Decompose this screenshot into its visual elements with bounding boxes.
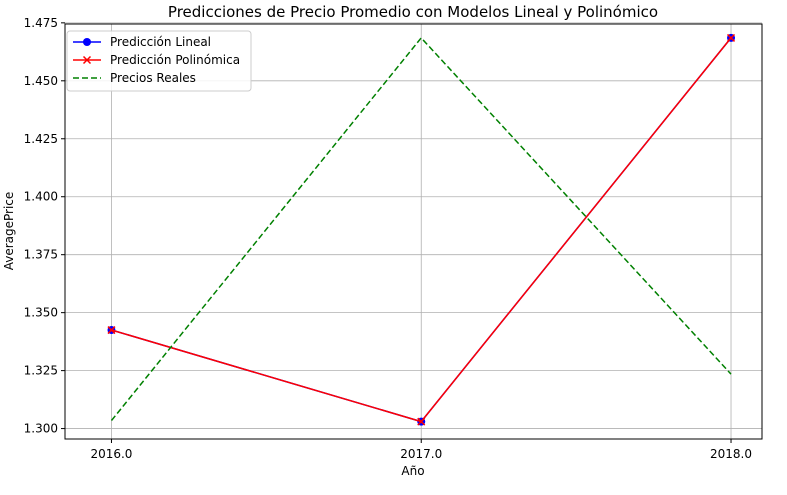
y-tick-label: 1.325 xyxy=(24,364,58,378)
data-point xyxy=(417,417,426,426)
y-tick-label: 1.450 xyxy=(24,74,58,88)
y-axis-label: AveragePrice xyxy=(2,192,16,271)
series-layer xyxy=(107,33,736,426)
legend-label: Predicción Lineal xyxy=(110,35,211,49)
y-ticks: 1.300 1.325 1.350 1.375 1.400 1.425 1.450 1.475 xyxy=(24,16,65,436)
legend-label: Predicción Polinómica xyxy=(110,53,240,67)
legend-marker xyxy=(82,55,92,65)
y-tick-label: 1.425 xyxy=(24,132,58,146)
legend-label: Precios Reales xyxy=(110,71,196,85)
x-tick-label: 2016.0 xyxy=(90,447,132,461)
y-tick-label: 1.300 xyxy=(24,422,58,436)
grid xyxy=(65,22,762,439)
x-tick-label: 2017.0 xyxy=(400,447,442,461)
data-point xyxy=(107,326,116,335)
legend-box xyxy=(66,30,252,92)
plot-frame xyxy=(64,23,763,440)
legend-marker xyxy=(83,38,91,46)
data-point xyxy=(726,33,736,42)
y-tick-label: 1.350 xyxy=(24,306,58,320)
series-line xyxy=(110,36,732,421)
legend-entry: Precios Reales xyxy=(73,71,196,85)
y-tick-label: 1.375 xyxy=(24,248,58,262)
y-tick-label: 1.400 xyxy=(24,190,58,204)
chart-title: Predicciones de Precio Promedio con Mode… xyxy=(168,3,658,21)
legend: Predicción Lineal Predicción Polinómica Pr… xyxy=(66,30,252,92)
x-tick-label: 2018.0 xyxy=(710,447,752,461)
legend-entry: Predicción Lineal xyxy=(73,35,211,49)
legend-entry: Predicción Polinómica xyxy=(73,53,240,67)
x-ticks: 2016.0 2017.0 2018.0 xyxy=(90,439,752,461)
x-axis-label: Año xyxy=(401,464,424,478)
y-tick-label: 1.475 xyxy=(24,16,58,30)
